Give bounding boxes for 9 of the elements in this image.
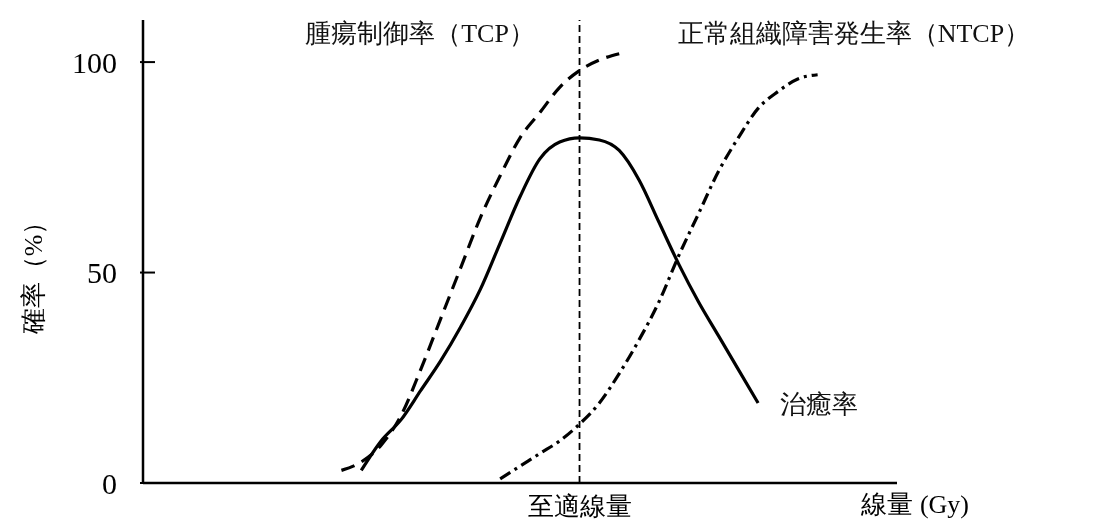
y-tick-label: 0: [102, 466, 117, 500]
y-axis-title: 確率（%）: [19, 208, 48, 336]
x-axis-title: 線量 (Gy): [860, 490, 969, 519]
text: 正常組織障害発生率（NTCP）: [677, 19, 1031, 48]
y-tick-label: 100: [72, 45, 117, 79]
series-label: 腫瘍制御率（TCP）: [305, 19, 535, 48]
x-tick-label: 至適線量: [527, 492, 632, 521]
series-label: 治癒率: [780, 390, 859, 420]
y-tick-label: 50: [87, 256, 117, 290]
